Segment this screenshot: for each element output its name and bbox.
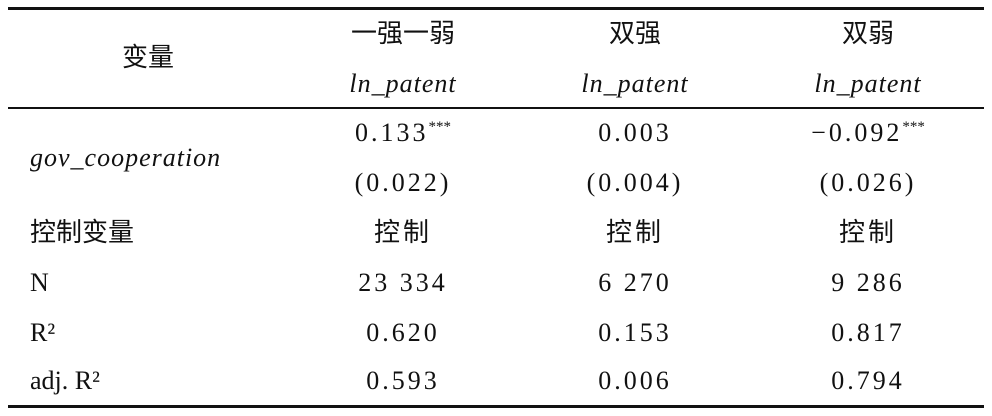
cell-value: 0.620 bbox=[366, 318, 440, 347]
header-rule bbox=[8, 107, 984, 109]
row-label: gov_cooperation bbox=[30, 143, 222, 172]
dependent-variable: ln_patent bbox=[581, 69, 689, 98]
cell-value: 控制 bbox=[838, 218, 898, 247]
coefficient-value: 0.133 bbox=[355, 118, 429, 147]
coefficient-value: −0.092 bbox=[811, 118, 903, 147]
cell-value: 0.794 bbox=[831, 366, 905, 395]
cell-value: 控制 bbox=[373, 218, 433, 247]
standard-error: (0.004) bbox=[586, 168, 684, 197]
row-label: 控制变量 bbox=[30, 218, 135, 247]
dependent-variable: ln_patent bbox=[814, 69, 922, 98]
cell-value: 0.593 bbox=[366, 366, 440, 395]
column-group: 双强 bbox=[608, 19, 662, 48]
standard-error: (0.026) bbox=[819, 168, 917, 197]
row-label: N bbox=[30, 268, 49, 297]
significance-stars: *** bbox=[902, 119, 925, 135]
cell-value: 9 286 bbox=[831, 268, 905, 297]
column-group: 一强一弱 bbox=[350, 19, 456, 48]
cell-value: 0.153 bbox=[598, 318, 672, 347]
standard-error: (0.022) bbox=[354, 168, 452, 197]
coefficient: −0.092*** bbox=[811, 120, 925, 146]
significance-stars: *** bbox=[428, 119, 452, 135]
coefficient: 0.133*** bbox=[355, 120, 451, 146]
cell-value: 控制 bbox=[605, 218, 665, 247]
cell-value: 0.006 bbox=[598, 366, 672, 395]
cell-value: 23 334 bbox=[358, 268, 448, 297]
cell-value: 0.817 bbox=[831, 318, 905, 347]
row-label: R² bbox=[30, 318, 56, 347]
cell-value: 6 270 bbox=[598, 268, 672, 297]
coefficient-value: 0.003 bbox=[598, 118, 672, 147]
top-rule bbox=[8, 7, 984, 10]
dependent-variable: ln_patent bbox=[349, 69, 457, 98]
bottom-rule bbox=[8, 405, 984, 408]
row-label: adj. R² bbox=[30, 366, 100, 395]
header-title: 变量 bbox=[121, 43, 175, 72]
coefficient: 0.003 bbox=[598, 120, 672, 146]
column-group: 双弱 bbox=[841, 19, 895, 48]
